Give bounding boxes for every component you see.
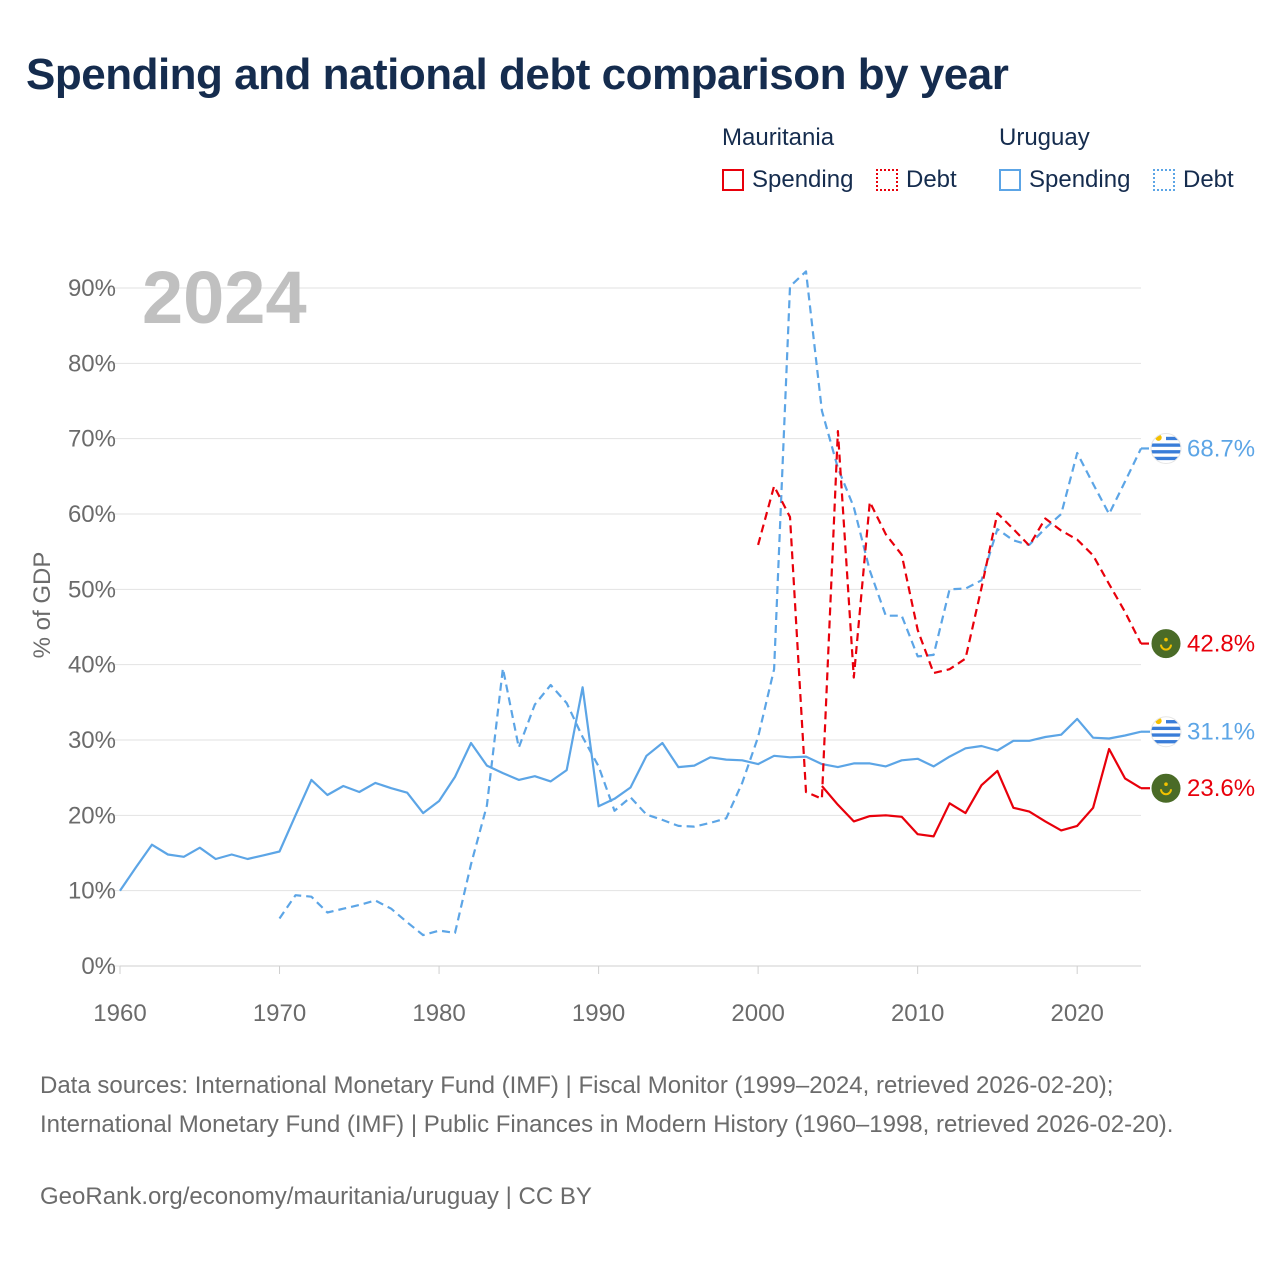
legend-swatch-solid-blue: [999, 169, 1021, 191]
year-watermark: 2024: [142, 256, 307, 339]
y-tick-label: 0%: [81, 953, 116, 980]
x-tick-label: 2000: [731, 1000, 784, 1027]
chart-title: Spending and national debt comparison by…: [26, 50, 1009, 99]
legend-uruguay-spending[interactable]: Spending: [999, 166, 1130, 194]
x-tick-label: 1990: [572, 1000, 625, 1027]
series-line-uruguay-debt[interactable]: [278, 270, 1142, 937]
y-tick-label: 10%: [68, 878, 116, 905]
mauritania-flag-icon: [1150, 628, 1182, 660]
series-end-value-label: 31.1%: [1187, 719, 1255, 746]
x-tick-label: 1970: [253, 1000, 306, 1027]
y-tick-label: 70%: [68, 426, 116, 453]
legend-mauritania-debt[interactable]: Debt: [876, 166, 957, 194]
legend-title-mauritania: Mauritania: [722, 124, 835, 151]
y-tick-label: 50%: [68, 576, 116, 603]
uruguay-flag-icon: [1150, 716, 1182, 748]
data-sources-text: Data sources: International Monetary Fun…: [40, 1072, 1174, 1138]
series-end-value-label: 42.8%: [1187, 631, 1255, 658]
y-tick-label: 60%: [68, 501, 116, 528]
y-tick-label: 20%: [68, 802, 116, 829]
site-credit-link[interactable]: GeoRank.org/economy/mauritania/uruguay |…: [40, 1183, 592, 1210]
line-chart: 0% 10% 20% 30% 40% 50% 60% 70% 80% 90% 1960 1970 198…: [29, 256, 1255, 1027]
legend-label: Spending: [1029, 166, 1131, 193]
series-line-mauritania-spending[interactable]: [821, 747, 1142, 838]
legend-label: Debt: [1183, 166, 1234, 193]
legend-swatch-dotted-red: [876, 169, 898, 191]
y-tick-label: 30%: [68, 727, 116, 754]
series-line-mauritania-debt[interactable]: [757, 430, 1142, 800]
series-end-value-label: 68.7%: [1187, 435, 1255, 462]
legend-label: Spending: [752, 166, 854, 193]
y-axis-title: % of GDP: [29, 552, 56, 659]
uruguay-flag-icon: [1150, 432, 1182, 464]
x-tick-label: 2010: [891, 1000, 944, 1027]
series-end-value-label: 23.6%: [1187, 775, 1255, 802]
y-tick-label: 40%: [68, 652, 116, 679]
legend-label: Debt: [906, 166, 957, 193]
legend-mauritania-spending[interactable]: Spending: [722, 166, 853, 194]
x-tick-label: 2020: [1050, 1000, 1103, 1027]
x-tick-label: 1980: [412, 1000, 465, 1027]
y-tick-label: 80%: [68, 350, 116, 377]
legend-uruguay-debt[interactable]: Debt: [1153, 166, 1234, 194]
legend-swatch-solid-red: [722, 169, 744, 191]
x-tick-label: 1960: [93, 1000, 146, 1027]
series-line-uruguay-spending[interactable]: [119, 686, 1142, 892]
legend-title-uruguay: Uruguay: [999, 124, 1090, 151]
y-tick-label: 90%: [68, 275, 116, 302]
mauritania-flag-icon: [1150, 772, 1182, 804]
legend-swatch-dotted-blue: [1153, 169, 1175, 191]
